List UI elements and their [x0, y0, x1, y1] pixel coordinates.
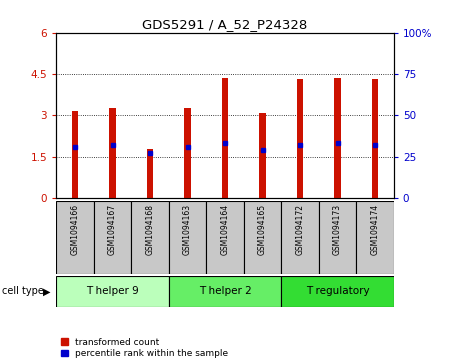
Bar — [297, 79, 303, 198]
Bar — [72, 111, 78, 198]
Bar — [356, 201, 394, 274]
Text: ▶: ▶ — [43, 286, 50, 296]
Text: GSM1094174: GSM1094174 — [370, 204, 379, 255]
Legend: transformed count, percentile rank within the sample: transformed count, percentile rank withi… — [61, 338, 228, 359]
Bar — [184, 109, 191, 198]
Bar — [334, 78, 341, 198]
Bar — [109, 107, 116, 198]
Text: GSM1094164: GSM1094164 — [220, 204, 230, 255]
Text: T helper 9: T helper 9 — [86, 286, 139, 296]
Bar — [147, 149, 153, 198]
Text: GSM1094167: GSM1094167 — [108, 204, 117, 255]
Bar — [94, 201, 131, 274]
Text: T regulatory: T regulatory — [306, 286, 369, 296]
Title: GDS5291 / A_52_P24328: GDS5291 / A_52_P24328 — [142, 19, 308, 32]
Bar — [56, 276, 169, 307]
Bar — [131, 201, 169, 274]
Bar — [244, 201, 281, 274]
Bar — [372, 79, 378, 198]
Text: GSM1094168: GSM1094168 — [145, 204, 154, 254]
Text: cell type: cell type — [2, 286, 44, 296]
Bar — [281, 276, 394, 307]
Bar — [221, 78, 228, 198]
Text: GSM1094166: GSM1094166 — [71, 204, 80, 255]
Bar — [319, 201, 356, 274]
Bar — [259, 113, 266, 198]
Bar — [206, 201, 244, 274]
Text: GSM1094172: GSM1094172 — [296, 204, 305, 254]
Bar — [281, 201, 319, 274]
Text: T helper 2: T helper 2 — [198, 286, 252, 296]
Text: GSM1094163: GSM1094163 — [183, 204, 192, 255]
Bar — [56, 201, 94, 274]
Text: GSM1094165: GSM1094165 — [258, 204, 267, 255]
Text: GSM1094173: GSM1094173 — [333, 204, 342, 255]
Bar — [169, 276, 281, 307]
Bar — [169, 201, 206, 274]
